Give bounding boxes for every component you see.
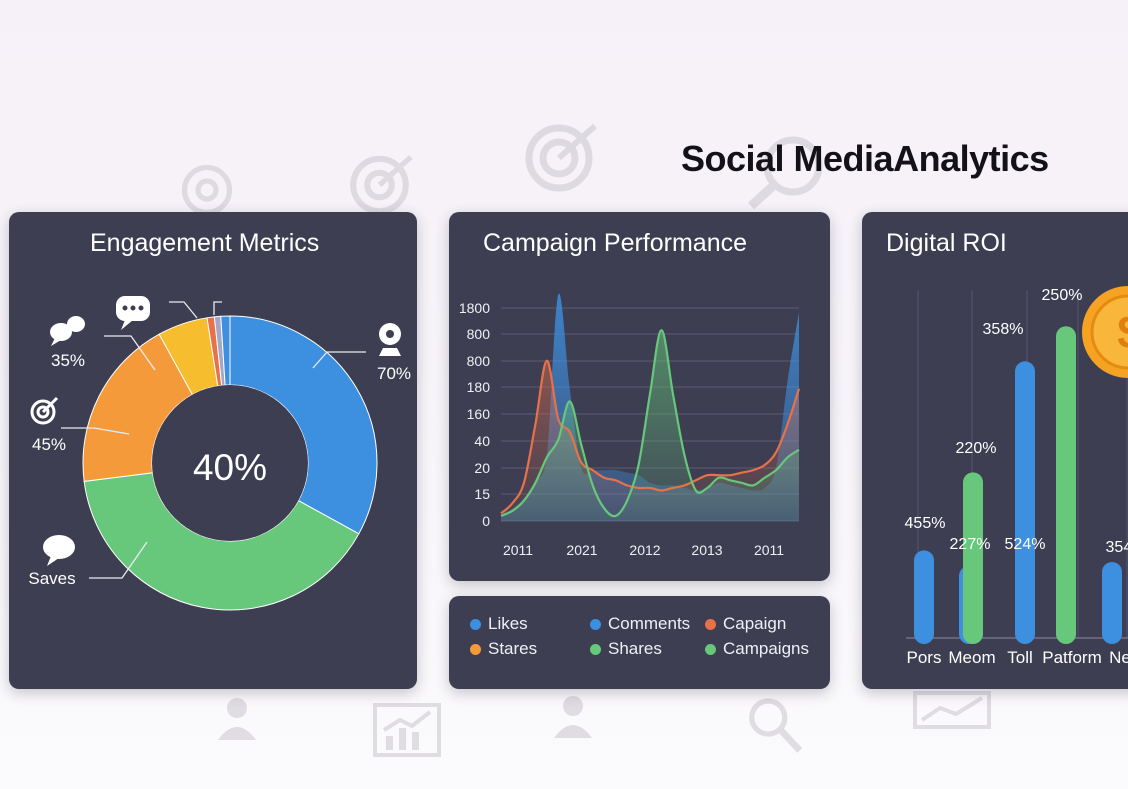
legend-dot <box>705 618 716 630</box>
donut-center-value: 40% <box>193 447 267 488</box>
legend-dot <box>590 643 601 655</box>
legend-dot <box>470 643 481 655</box>
y-tick-label: 15 <box>474 486 490 502</box>
y-tick-label: 1800 <box>459 300 490 316</box>
leader-line <box>213 301 222 315</box>
line-series-1 <box>500 359 801 515</box>
engagement-title: Engagement Metrics <box>90 229 320 257</box>
leader-line <box>89 541 148 579</box>
y-tick-label: 800 <box>467 353 491 369</box>
legend-item: Capaign <box>705 614 786 634</box>
digital-roi-panel: Digital ROI $ 455%227% 358% 354% 220% 524% 25… <box>862 212 1128 689</box>
bar-chart-icon <box>913 691 991 729</box>
legend-dot <box>470 618 481 630</box>
bar <box>1056 326 1076 644</box>
campaign-performance-panel: Campaign Performance 1800 800 800 180 160 40 2… <box>449 212 830 581</box>
legend-label: Stares <box>488 639 538 658</box>
legend-label: Comments <box>608 614 691 633</box>
campaign-legend-panel: Likes Comments Capaign Stares Shares Campaign… <box>449 596 830 689</box>
target-icon <box>30 396 59 425</box>
legend-item: Stares <box>470 639 537 659</box>
legend-item: Likes <box>470 614 528 634</box>
legend-label: Campaigns <box>723 639 809 658</box>
svg-text:$: $ <box>1117 306 1128 358</box>
bar-value-label: 354% <box>1106 539 1128 556</box>
category-label: Toll <box>1007 648 1033 667</box>
donut-hole <box>152 385 308 541</box>
user-icon <box>218 698 256 740</box>
bar-value-label: 227% <box>950 536 991 553</box>
engagement-metrics-panel: Engagement Metrics 40% 35% 70% 45% Saves <box>9 212 417 689</box>
bar <box>1102 562 1122 644</box>
x-tick-label: 2021 <box>566 542 597 558</box>
legend-item: Shares <box>590 639 662 659</box>
x-tick-label: 2013 <box>691 542 722 558</box>
legend-item: Campaigns <box>705 639 809 659</box>
page-title: Social MediaAnalytics <box>681 138 1049 179</box>
dollar-coin-icon: $ <box>1082 286 1128 378</box>
legend-dot <box>705 643 716 655</box>
campaign-title: Campaign Performance <box>483 229 748 257</box>
y-tick-label: 40 <box>474 433 490 449</box>
y-tick-label: 160 <box>467 406 491 422</box>
line-series-2 <box>500 329 800 518</box>
category-label: Pors <box>907 648 942 667</box>
y-tick-label: 800 <box>467 326 491 342</box>
bar <box>914 550 934 644</box>
roi-title: Digital ROI <box>886 229 1007 257</box>
bar-value-label: 455% <box>905 515 946 532</box>
y-tick-label: 180 <box>467 379 491 395</box>
x-tick-label: 2011 <box>754 542 784 558</box>
bar-value-label: 250% <box>1042 287 1083 304</box>
engagement-donut-chart: 40% 35% 70% 45% Saves <box>28 296 411 611</box>
legend-dot <box>590 618 601 630</box>
bar-value-label: 220% <box>956 440 997 457</box>
target-icon <box>525 123 597 192</box>
donut-label-70: 70% <box>377 364 411 383</box>
bar-value-label: 524% <box>1005 536 1046 553</box>
bar-value-label: 358% <box>983 321 1024 338</box>
legend-label: Capaign <box>723 614 787 633</box>
user-icon <box>554 696 592 738</box>
chat-bubbles-icon <box>50 316 85 346</box>
donut-label-45: 45% <box>32 435 66 454</box>
leader-line <box>169 301 198 319</box>
x-tick-label: 2012 <box>629 542 660 558</box>
leader-line <box>104 335 156 371</box>
digital-roi-bar-chart: $ 455%227% 358% 354% 220% 524% 250% Pors Meom T… <box>905 286 1128 667</box>
x-tick-label: 2011 <box>503 542 533 558</box>
chat-bubble-icon <box>43 535 75 566</box>
donut-label-saves: Saves <box>28 569 75 588</box>
magnifier-icon <box>747 136 823 210</box>
category-label: Ne <box>1109 648 1128 667</box>
y-tick-label: 0 <box>482 513 490 529</box>
leader-line <box>312 351 366 369</box>
target-icon <box>350 155 413 215</box>
magnifier-icon <box>749 698 803 753</box>
target-icon <box>181 164 233 216</box>
campaign-area-chart: 1800 800 800 180 160 40 20 15 0 2011 2021 2012 2013… <box>459 293 801 558</box>
location-pin-icon <box>379 323 401 356</box>
speech-bubble-icon <box>116 296 150 330</box>
y-tick-label: 20 <box>474 460 490 476</box>
legend-item: Comments <box>590 614 690 634</box>
leader-line <box>61 427 130 435</box>
bar-chart-icon <box>373 703 441 757</box>
bar <box>963 472 983 644</box>
legend-label: Shares <box>608 639 662 658</box>
bar <box>1015 361 1035 644</box>
donut-label-35: 35% <box>51 351 85 370</box>
category-label: Patform <box>1042 648 1102 667</box>
area-series-2 <box>501 330 799 521</box>
category-label: Meom <box>948 648 995 667</box>
legend-label: Likes <box>488 614 528 633</box>
